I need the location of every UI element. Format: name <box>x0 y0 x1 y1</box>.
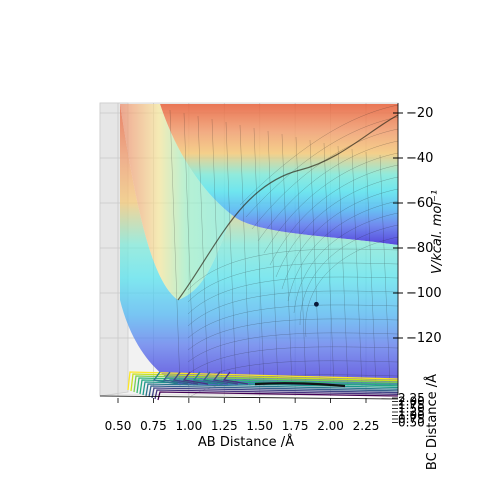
contour-line <box>133 375 399 393</box>
contour-line <box>182 371 209 385</box>
z-tick-label: −40 <box>406 151 433 166</box>
y-tick-label: 1.25 <box>398 405 425 419</box>
contour-line <box>145 383 399 397</box>
contour-line <box>172 371 199 385</box>
contour-line <box>157 391 399 401</box>
contour-line <box>192 371 219 385</box>
y-axis-ticks: 2.252.001.751.501.251.000.750.50 <box>392 391 425 430</box>
contour-line <box>151 387 399 399</box>
x-tick-label: 1.00 <box>175 419 202 433</box>
x-tick-label: 0.75 <box>140 419 167 433</box>
y-tick-label: 1.50 <box>398 402 425 416</box>
marker-point <box>314 301 319 307</box>
contour-line <box>222 371 249 385</box>
y-tick-label: 2.00 <box>398 395 425 409</box>
x-tick-label: 1.50 <box>246 419 273 433</box>
y-tick-label: 2.25 <box>398 391 425 405</box>
contour-line <box>127 371 399 391</box>
x-tick-label: 2.25 <box>353 419 380 433</box>
contour-line <box>162 371 189 385</box>
contour-line <box>212 371 239 385</box>
z-tick-label: −100 <box>406 286 442 301</box>
x-tick-label: 1.75 <box>282 419 309 433</box>
z-tick-label: −60 <box>406 196 433 211</box>
contour-line <box>142 381 399 396</box>
z-axis-label: V/kcal. mol⁻¹ <box>430 190 445 274</box>
y-tick-label: 0.75 <box>398 412 425 426</box>
x-tick-label: 2.00 <box>317 419 344 433</box>
contour-line <box>254 382 346 388</box>
x-tick-label: 1.25 <box>211 419 238 433</box>
contour-line <box>136 377 399 394</box>
x-axis-line <box>99 395 399 400</box>
floor-contours <box>127 371 399 401</box>
surface-lower <box>120 104 398 385</box>
contour-line <box>202 371 229 385</box>
contour-line <box>154 389 399 400</box>
y-axis-label: BC Distance /Å <box>424 374 440 470</box>
y-tick-label: 0.50 <box>398 416 425 430</box>
z-axis-ticks: −20 −40 −60 −80 −100 −120 <box>393 106 442 346</box>
y-tick-label: 1.75 <box>398 398 425 412</box>
y-tick-label: 1.00 <box>398 409 425 423</box>
z-tick-label: −120 <box>406 331 442 346</box>
contour-line <box>148 385 399 398</box>
x-tick-label: 0.50 <box>105 419 132 433</box>
surface-left-wall <box>120 104 232 300</box>
z-tick-label: −20 <box>406 106 433 121</box>
contour-line <box>130 373 399 392</box>
x-axis-ticks: 0.50 0.75 1.00 1.25 1.50 1.75 2.00 2.25 <box>105 398 380 433</box>
contour-line <box>152 371 179 385</box>
surface-ridge-line <box>177 114 399 301</box>
x-axis-label: AB Distance /Å <box>198 434 294 450</box>
surface-upper <box>120 104 398 245</box>
z-tick-label: −80 <box>406 241 433 256</box>
